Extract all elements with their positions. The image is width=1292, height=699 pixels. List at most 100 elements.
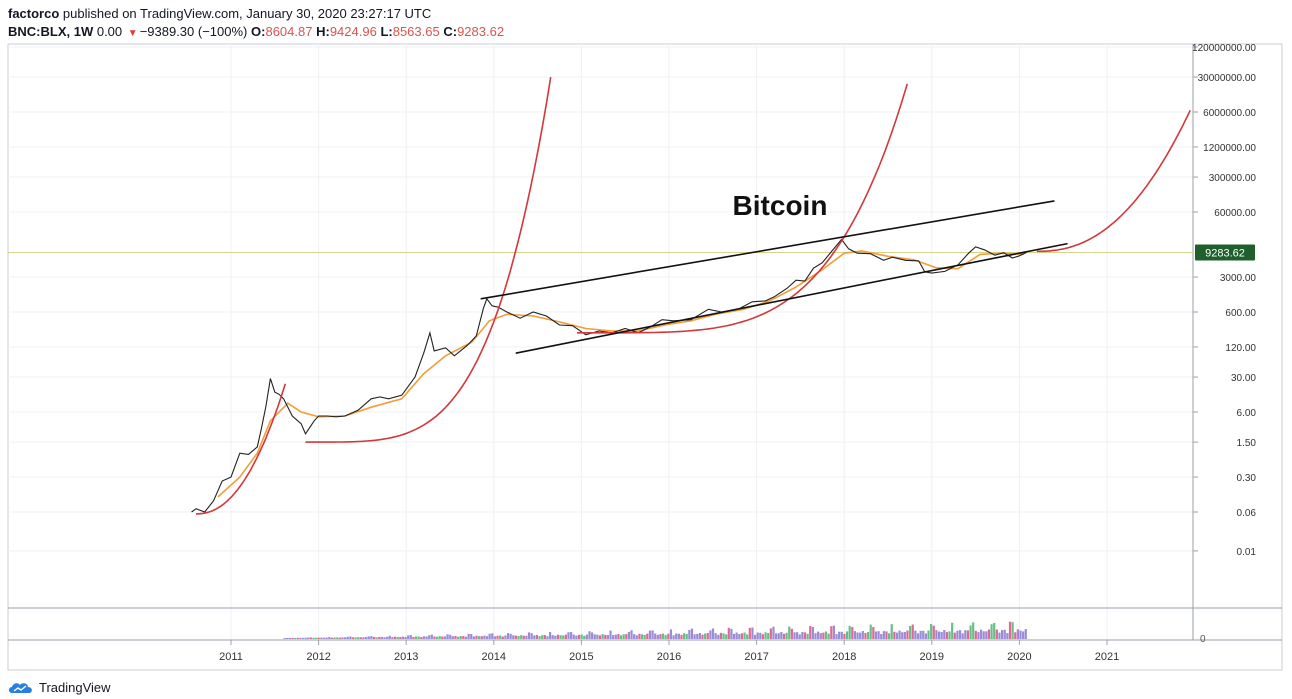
volume-bar [409,635,412,639]
publisher-name[interactable]: factorco [8,6,60,21]
volume-bar [517,636,520,639]
volume-bar [362,637,365,639]
volume-bar [548,632,552,639]
footer-brand-label: TradingView [39,680,111,695]
volume-bar [893,631,896,639]
y-tick-label: 60000.00 [1214,208,1256,219]
volume-bar [961,633,964,639]
volume-bar [801,631,804,639]
volume-bar [472,636,475,639]
volume-bar [958,630,962,639]
volume-bar [346,636,349,639]
volume-bar [935,630,938,639]
volume-bar [286,637,289,639]
channel-upper-line [480,200,1055,300]
volume-bar [851,627,854,639]
y-tick-label: 0.01 [1237,547,1257,558]
volume-bar [809,625,812,639]
volume-bar [767,633,770,639]
volume-bar [417,636,420,639]
volume-bar [301,637,305,639]
volume-bar [391,637,394,639]
volume-bar [514,635,518,639]
volume-bar [751,627,754,639]
volume-bar [722,633,725,639]
volume-bar [995,629,998,639]
low-label: L: [380,24,393,39]
volume-bar [932,625,935,639]
volume-bar [987,629,991,639]
volume-bar [714,633,717,639]
volume-bar [677,633,680,639]
volume-bar [596,634,599,639]
volume-bar [953,632,956,639]
volume-bar [845,631,849,639]
volume-bar [914,630,917,639]
volume-bar [294,637,297,639]
volume-bar [357,637,360,639]
volume-bar [533,635,536,639]
volume-bar [401,636,405,639]
volume-bar [853,631,857,639]
volume-bar [735,632,738,639]
volume-bar [441,636,444,639]
volume-bar [743,632,746,639]
footer-brand[interactable]: TradingView [8,680,111,695]
volume-bar [412,637,415,639]
volume-bar [404,636,407,639]
volume-bar [1008,621,1012,639]
volume-bar [446,634,449,639]
volume-bar [730,628,733,639]
volume-bar [365,637,368,639]
x-tick-label: 2017 [744,651,768,663]
y-tick-label: 120.00 [1225,343,1256,354]
volume-bar [830,626,833,639]
price-chart[interactable]: 120000000.00 30000000.00 6000000.00 1200000… [0,0,1292,676]
volume-bar [740,633,744,639]
volume-bar [817,631,820,639]
x-tick-label: 2012 [306,651,330,663]
change-text: −9389.30 (−100%) [139,24,248,39]
volume-bar [964,630,967,639]
volume-bar [580,634,583,639]
volume-bar [414,636,418,639]
volume-pane [283,621,1027,639]
volume-bar [880,634,883,639]
x-tick-label: 2016 [657,651,681,663]
growth-curve-2021 [1036,109,1191,253]
down-triangle-icon: ▼ [127,28,138,39]
volume-bar [470,633,473,639]
volume-bar [520,635,523,639]
volume-bar [951,622,954,639]
volume-bar [832,625,836,639]
volume-bar [956,630,959,639]
volume-bar [977,632,980,639]
volume-bar [738,634,741,639]
volume-bar [359,637,362,639]
volume-bar [685,633,688,639]
volume-bar [696,633,699,639]
volume-bar [630,630,633,639]
volume-bar [909,625,912,639]
volume-bar [948,631,951,639]
volume-bar [617,634,620,639]
volume-bar [554,635,557,639]
volume-bar [291,637,294,639]
volume-bar [459,636,462,639]
volume-bar [780,632,783,639]
x-tick-label: 2014 [482,651,506,663]
volume-bar [288,637,292,639]
y-tick-label: 0.06 [1237,508,1257,519]
volume-bar [320,637,323,639]
volume-bar [567,632,570,639]
volume-bar [428,635,431,639]
drawings-layer [196,76,1191,515]
volume-bar [541,635,544,639]
volume-bar [380,636,383,639]
chart-title: Bitcoin [733,190,828,221]
volume-bar [646,633,649,639]
volume-bar [982,631,985,639]
volume-bar [635,635,638,639]
volume-bar [706,633,709,639]
volume-bar [315,637,318,639]
